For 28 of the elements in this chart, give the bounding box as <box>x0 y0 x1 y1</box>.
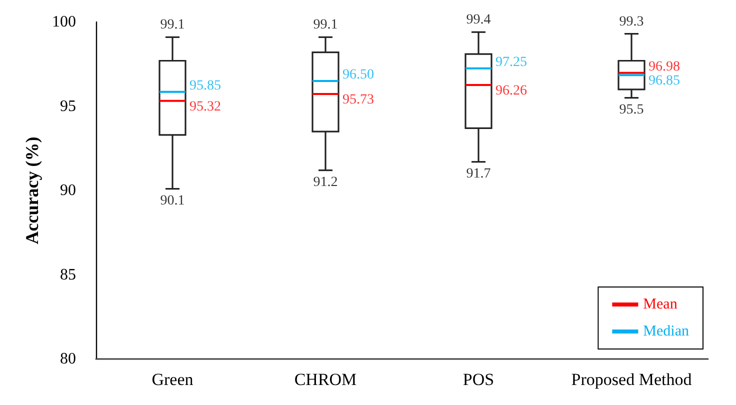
x-tick-label: Green <box>152 370 194 389</box>
legend-label: Median <box>643 324 690 340</box>
annotation: 91.2 <box>313 174 338 190</box>
annotation: 95.73 <box>342 92 374 108</box>
y-axis-title: Accuracy (%) <box>22 136 42 244</box>
annotation: 90.1 <box>160 193 185 208</box>
annotation: 95.5 <box>619 102 644 118</box>
annotation: 91.7 <box>466 166 491 182</box>
annotation: 96.50 <box>342 67 374 82</box>
annotation: 95.32 <box>190 99 221 114</box>
annotation: 96.98 <box>648 59 680 74</box>
x-tick-label: CHROM <box>294 370 357 389</box>
x-tick-label: Proposed Method <box>571 370 692 389</box>
y-tick-label: 80 <box>60 350 76 368</box>
annotation: 99.3 <box>619 14 644 30</box>
y-tick-label: 95 <box>60 98 76 115</box>
annotation: 96.26 <box>496 84 527 99</box>
legend-label: Mean <box>643 296 678 312</box>
annotation: 99.1 <box>313 18 338 33</box>
annotation: 99.1 <box>160 18 185 33</box>
annotation: 95.85 <box>190 78 221 94</box>
annotation: 96.85 <box>648 74 680 89</box>
annotation: 99.4 <box>466 12 491 28</box>
annotation: 97.25 <box>496 54 527 70</box>
y-tick-label: 85 <box>60 266 76 284</box>
y-tick-label: 90 <box>60 182 76 199</box>
y-tick-label: 100 <box>52 14 76 30</box>
x-tick-label: POS <box>462 370 494 389</box>
